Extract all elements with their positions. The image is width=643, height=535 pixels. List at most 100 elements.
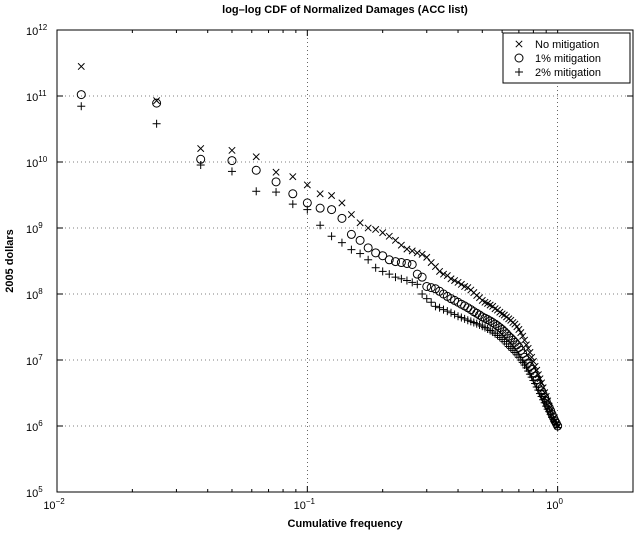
- no-mitigation-point: [447, 275, 455, 283]
- two-percent-mitigation-point: [356, 249, 365, 258]
- one-percent-mitigation-point: [76, 90, 86, 100]
- two-percent-mitigation-point: [454, 312, 463, 321]
- no-mitigation-point: [529, 357, 537, 366]
- two-percent-mitigation-point: [378, 267, 387, 276]
- one-percent-mitigation-point: [327, 205, 337, 215]
- y-tick-label: 105: [26, 485, 43, 500]
- plot-frame: [56, 29, 634, 493]
- legend-marker: [515, 68, 523, 76]
- x-tick-label: 100: [546, 497, 563, 512]
- two-percent-mitigation-point: [413, 280, 422, 289]
- no-mitigation-point: [252, 153, 260, 161]
- no-mitigation-point: [303, 181, 311, 189]
- no-mitigation-point: [454, 278, 462, 286]
- two-percent-mitigation-point: [391, 273, 400, 282]
- one-percent-mitigation-point: [390, 257, 400, 267]
- one-percent-mitigation-point: [271, 177, 281, 187]
- two-percent-mitigation-point: [531, 379, 540, 388]
- no-mitigation-point: [364, 224, 372, 232]
- one-percent-mitigation-point: [355, 235, 365, 245]
- two-percent-mitigation-point: [553, 423, 562, 432]
- no-mitigation-point: [289, 173, 297, 181]
- two-percent-mitigation-point: [435, 303, 444, 312]
- no-mitigation-point: [418, 250, 426, 258]
- one-percent-mitigation-point: [152, 98, 162, 108]
- no-mitigation-point: [77, 62, 85, 71]
- y-tick-label: 108: [26, 287, 43, 302]
- two-percent-mitigation-point: [537, 392, 546, 401]
- no-mitigation-point: [439, 270, 448, 278]
- two-percent-mitigation-point: [431, 302, 440, 311]
- two-percent-mitigation-point: [364, 255, 373, 264]
- one-percent-mitigation-point: [483, 315, 493, 325]
- no-mitigation-point: [536, 375, 544, 383]
- one-percent-mitigation-point: [315, 203, 325, 213]
- one-percent-mitigation-point: [422, 281, 432, 291]
- two-percent-mitigation-point: [152, 119, 161, 128]
- two-percent-mitigation-point: [77, 102, 86, 111]
- grid: [57, 30, 633, 492]
- plot-area: [57, 30, 633, 492]
- one-percent-mitigation-point: [346, 229, 356, 239]
- no-mitigation-point: [272, 168, 280, 176]
- no-mitigation-point: [451, 276, 459, 285]
- legend-label: 1% mitigation: [535, 53, 601, 65]
- one-percent-mitigation-point: [227, 156, 237, 166]
- one-percent-mitigation-point: [337, 213, 347, 223]
- x-tick-label: 10−2: [43, 497, 65, 512]
- no-mitigation-point: [517, 329, 525, 337]
- legend-box: [502, 32, 631, 84]
- legend-label: No mitigation: [535, 39, 599, 51]
- no-mitigation-point: [328, 192, 336, 200]
- no-mitigation-point: [519, 332, 527, 340]
- no-mitigation-point: [457, 280, 465, 288]
- no-mitigation-point: [338, 199, 346, 207]
- one-percent-mitigation-point: [417, 272, 427, 282]
- no-mitigation-point: [520, 336, 529, 344]
- y-tick-label: 106: [26, 419, 43, 434]
- two-percent-mitigation-point: [288, 200, 297, 209]
- legend: No mitigation 1% mitigation 2% mitigation: [502, 32, 631, 84]
- two-percent-mitigation-point: [443, 307, 452, 316]
- no-mitigation-point: [372, 225, 380, 234]
- no-mitigation-point: [515, 325, 523, 334]
- y-axis-ticks: 105 106 107 108 109 1010 1011 1012: [26, 23, 633, 500]
- one-percent-mitigation-point: [485, 316, 495, 326]
- two-percent-mitigation-point: [385, 270, 394, 279]
- no-mitigation-point: [347, 210, 355, 219]
- series-plus: [77, 102, 562, 432]
- two-percent-mitigation-point: [422, 294, 431, 303]
- no-mitigation-point: [316, 190, 324, 198]
- two-percent-mitigation-point: [418, 290, 427, 298]
- no-mitigation-point: [356, 219, 364, 227]
- two-percent-mitigation-point: [522, 363, 531, 372]
- no-mitigation-point: [408, 247, 416, 255]
- no-mitigation-point: [436, 267, 444, 275]
- one-percent-mitigation-point: [288, 189, 298, 199]
- two-percent-mitigation-point: [508, 346, 517, 355]
- no-mitigation-point: [379, 229, 387, 237]
- two-percent-mitigation-point: [196, 161, 205, 170]
- no-mitigation-point: [397, 241, 405, 249]
- y-tick-label: 1011: [26, 89, 47, 104]
- one-percent-mitigation-point: [251, 165, 261, 175]
- one-percent-mitigation-point: [412, 269, 422, 279]
- two-percent-mitigation-point: [447, 308, 456, 317]
- no-mitigation-point: [391, 236, 400, 244]
- two-percent-mitigation-point: [303, 205, 312, 214]
- one-percent-mitigation-point: [384, 255, 394, 265]
- one-percent-mitigation-point: [407, 259, 417, 269]
- one-percent-mitigation-point: [402, 258, 412, 268]
- two-percent-mitigation-point: [371, 263, 380, 272]
- x-axis-label: Cumulative frequency: [288, 518, 404, 530]
- no-mitigation-point: [524, 344, 532, 352]
- no-mitigation-point: [423, 253, 431, 261]
- two-percent-mitigation-point: [534, 386, 543, 395]
- no-mitigation-point: [413, 249, 421, 257]
- no-mitigation-point: [522, 341, 530, 349]
- two-percent-mitigation-point: [506, 344, 515, 353]
- y-tick-label: 1012: [26, 23, 48, 38]
- chart-title: log–log CDF of Normalized Damages (ACC l…: [222, 4, 468, 16]
- y-tick-label: 109: [26, 221, 43, 236]
